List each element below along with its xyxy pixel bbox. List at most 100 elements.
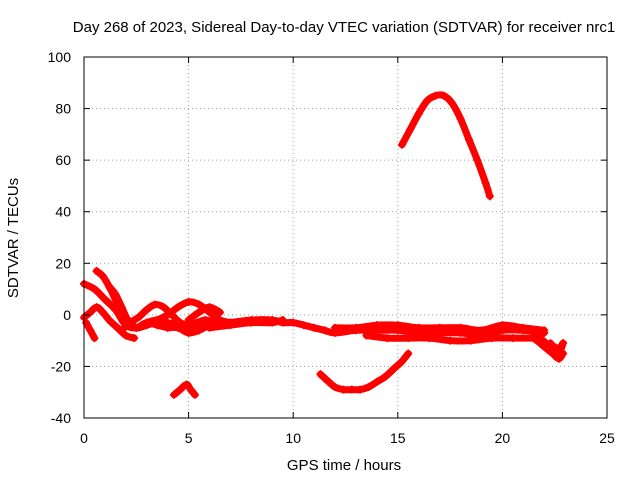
x-tick-label: 25 [599, 430, 615, 446]
data-point [176, 385, 185, 394]
data-point [90, 285, 99, 294]
y-tick-label: 100 [48, 49, 72, 65]
data-point [431, 91, 440, 100]
data-point [195, 300, 204, 309]
data-point [142, 321, 151, 330]
data-point [372, 377, 381, 386]
data-point [404, 349, 413, 358]
data-point [226, 321, 235, 330]
data-point [540, 326, 549, 335]
series-layer [80, 91, 568, 399]
data-point [320, 326, 329, 335]
data-point [205, 323, 214, 332]
data-point [481, 179, 490, 188]
x-axis-label: GPS time / hours [287, 457, 401, 474]
data-point [362, 331, 371, 340]
data-point [130, 334, 139, 343]
data-point [126, 318, 135, 327]
data-point [414, 109, 423, 118]
data-point [159, 303, 168, 312]
series-arc-s [169, 380, 199, 399]
data-point [324, 377, 333, 386]
data-point [98, 272, 107, 281]
data-point [372, 321, 381, 330]
data-point [487, 334, 496, 343]
data-point [456, 114, 465, 123]
data-point [163, 310, 172, 319]
data-point [414, 323, 423, 332]
y-axis-label: SDTVAR / TECUs [5, 178, 22, 298]
data-point [195, 308, 204, 317]
series-arc-k [205, 316, 287, 332]
series-line [185, 303, 224, 324]
series-arc-l [331, 321, 549, 335]
data-point [331, 323, 340, 332]
y-tick-label: 0 [63, 307, 71, 323]
data-point [182, 380, 191, 389]
data-point [121, 331, 130, 340]
data-point [446, 336, 455, 345]
data-point [310, 323, 319, 332]
data-point [174, 303, 183, 312]
data-point [364, 383, 373, 392]
y-tick-label: 20 [55, 255, 71, 271]
data-point [498, 321, 507, 330]
data-point [406, 125, 415, 134]
y-tick-label: 40 [55, 204, 71, 220]
data-point [134, 313, 143, 322]
data-point [508, 334, 517, 343]
grid-layer [84, 57, 607, 418]
data-point [278, 316, 287, 325]
data-point [215, 308, 224, 317]
data-point [347, 385, 356, 394]
data-point [117, 326, 126, 335]
series-arc-q [397, 91, 494, 201]
data-point [316, 370, 325, 379]
y-tick-label: 60 [55, 152, 71, 168]
data-point [559, 339, 568, 348]
data-point [464, 135, 473, 144]
data-point [268, 318, 277, 327]
y-tick-label: -20 [51, 358, 71, 374]
data-point [174, 323, 183, 332]
x-tick-label: 5 [185, 430, 193, 446]
data-point [289, 318, 298, 327]
data-point [529, 328, 538, 337]
data-point [435, 323, 444, 332]
data-point [519, 323, 528, 332]
data-point [184, 297, 193, 306]
data-point [339, 385, 348, 394]
data-point [473, 156, 482, 165]
data-point [90, 334, 99, 343]
data-point [186, 385, 195, 394]
x-tick-label: 10 [285, 430, 301, 446]
x-tick-label: 20 [495, 430, 511, 446]
data-point [404, 334, 413, 343]
series-arc-e [82, 318, 99, 343]
data-point [184, 328, 193, 337]
data-point [163, 323, 172, 332]
chart-title: Day 268 of 2023, Sidereal Day-to-day VTE… [73, 19, 615, 36]
data-point [423, 96, 432, 105]
data-point [86, 326, 95, 335]
data-point [536, 334, 545, 343]
data-point [439, 91, 448, 100]
data-point [467, 336, 476, 345]
data-point [397, 140, 406, 149]
plot-frame [83, 56, 608, 419]
tick-layer [83, 56, 608, 419]
data-point [142, 305, 151, 314]
data-point [190, 390, 199, 399]
data-point [100, 295, 109, 304]
series-arc-i [184, 303, 224, 325]
data-point [82, 318, 91, 327]
data-point [550, 344, 559, 353]
tick-label-layer: 0 5 10 15 20 25 -40 -20 0 20 40 60 80 100 [48, 49, 615, 446]
x-tick-label: 0 [80, 430, 88, 446]
data-point [184, 321, 193, 330]
data-point [397, 357, 406, 366]
data-point [554, 349, 563, 358]
y-tick-label: 80 [55, 101, 71, 117]
